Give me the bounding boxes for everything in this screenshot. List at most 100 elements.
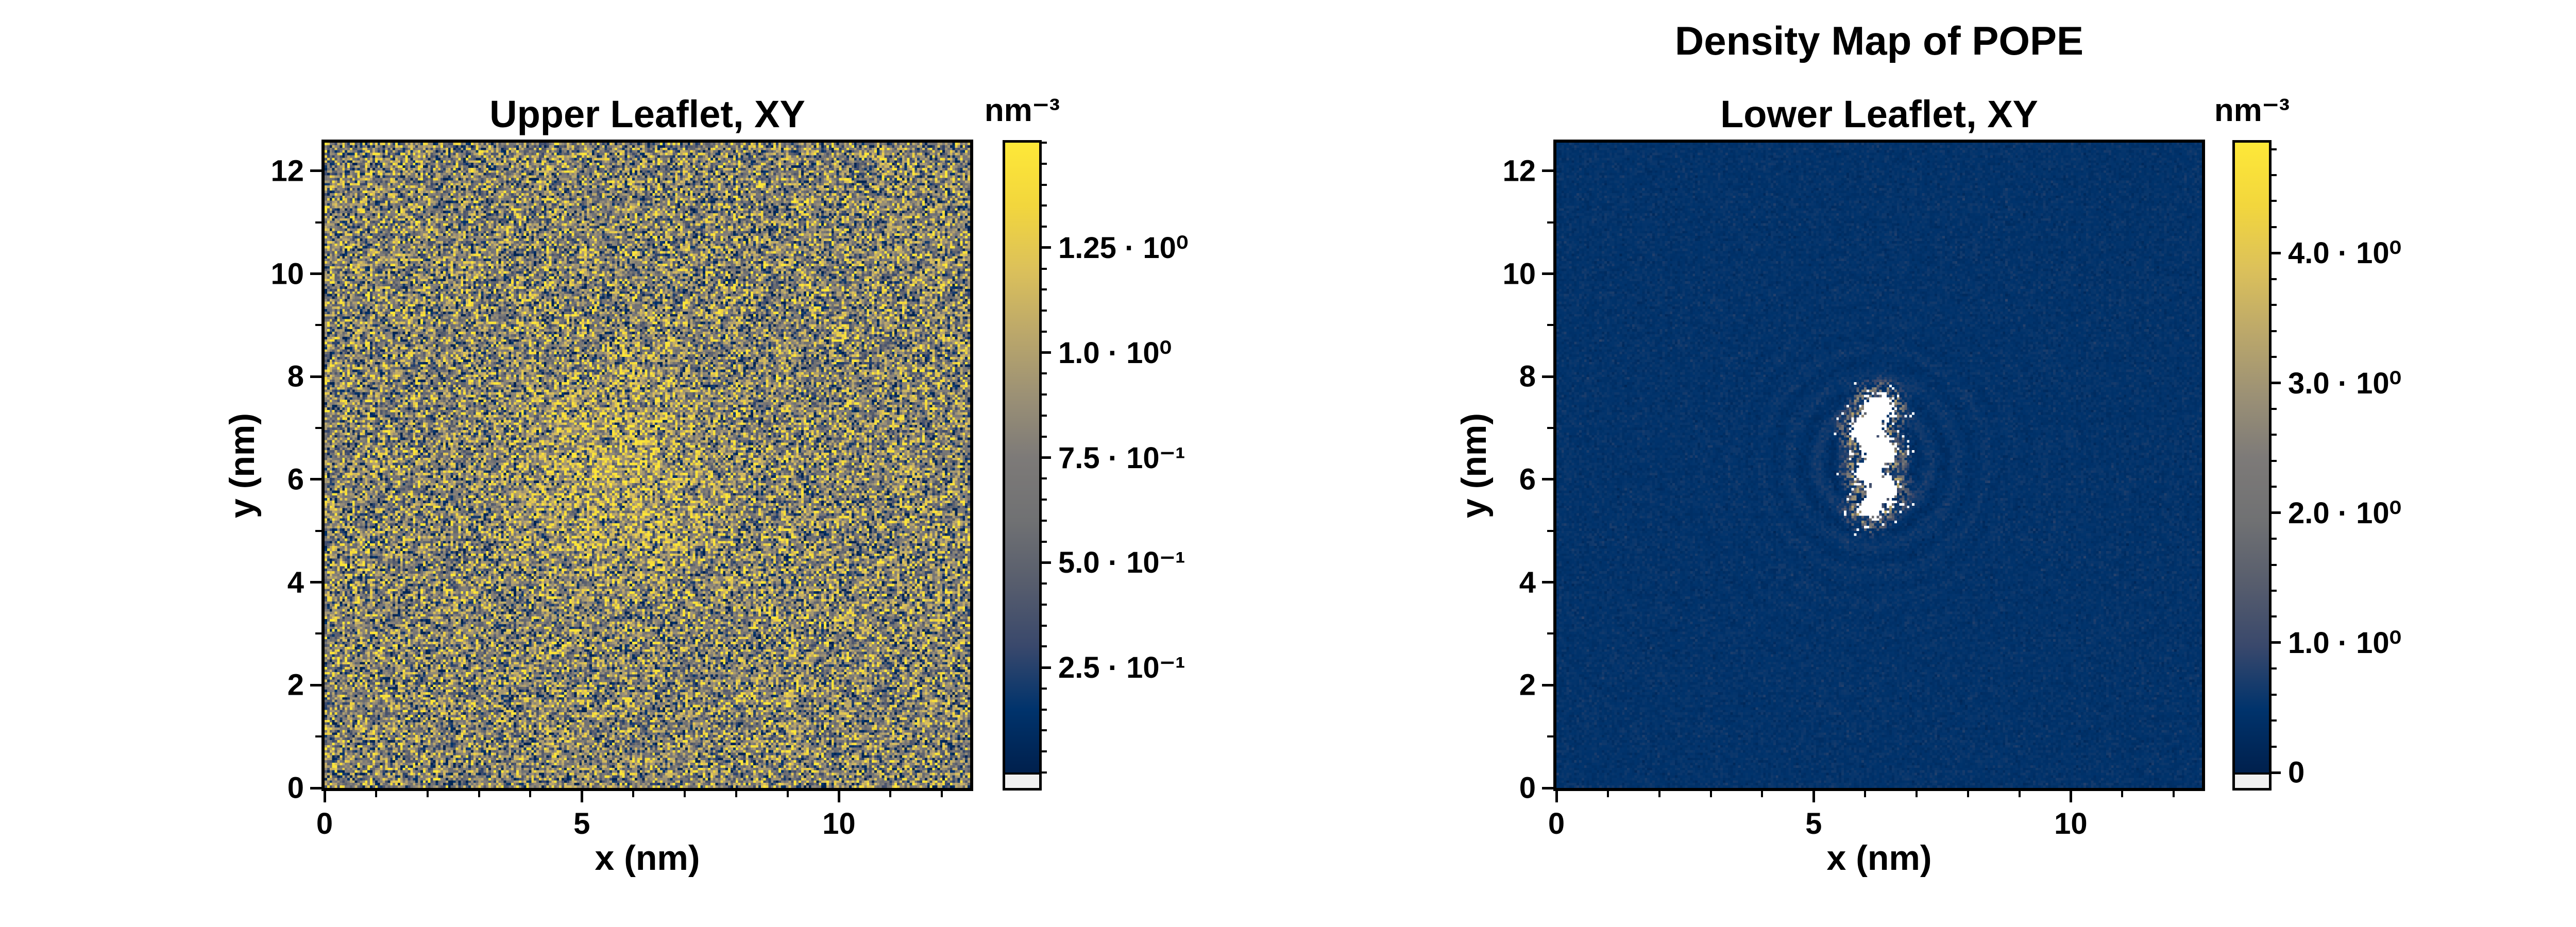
colorbar-tick-label: 0 (2288, 756, 2305, 789)
x-minor-tick (1606, 791, 1609, 797)
colorbar-under-swatch (1005, 772, 1039, 788)
colorbar-minor-tick (2272, 278, 2277, 280)
colorbar-minor-tick (1042, 519, 1047, 522)
x-tick (837, 791, 840, 802)
y-tick (1542, 478, 1553, 481)
heatmap-plot-upper-leaflet (321, 140, 973, 791)
colorbar-minor-tick (1042, 582, 1047, 585)
y-axis-label: y (nm) (1454, 413, 1494, 518)
x-tick-label: 10 (822, 807, 856, 840)
y-tick-label: 2 (287, 668, 304, 702)
colorbar-minor-tick (2272, 486, 2277, 488)
colorbar-minor-tick (2272, 356, 2277, 358)
x-tick-label: 0 (316, 807, 333, 840)
x-minor-tick (735, 791, 737, 797)
x-minor-tick (426, 791, 429, 797)
colorbar-minor-tick (1042, 477, 1047, 480)
y-tick-label: 0 (287, 771, 304, 805)
colorbar-tick-label: 1.0 · 10⁰ (2288, 626, 2401, 660)
x-minor-tick (1658, 791, 1660, 797)
colorbar-minor-tick (2272, 667, 2277, 670)
y-tick-label: 6 (287, 462, 304, 496)
y-minor-tick (1547, 735, 1553, 738)
colorbar-minor-tick (2272, 693, 2277, 696)
colorbar-minor-tick (1042, 645, 1047, 648)
colorbar-minor-tick (1042, 687, 1047, 690)
colorbar-tick (1042, 351, 1051, 354)
colorbar-minor-tick (1042, 499, 1047, 501)
colorbar-minor-tick (1042, 267, 1047, 270)
y-tick-label: 2 (1519, 668, 1536, 702)
colorbar-minor-tick (2272, 538, 2277, 540)
x-tick-label: 5 (573, 807, 590, 840)
plot-title-lower-leaflet: Lower Leaflet, XY (1720, 93, 2038, 135)
colorbar-gradient (2235, 143, 2269, 772)
colorbar-minor-tick (2272, 589, 2277, 592)
x-axis-label: x (nm) (1826, 838, 1932, 878)
y-tick-label: 4 (287, 565, 304, 599)
y-tick (310, 375, 321, 378)
x-minor-tick (529, 791, 532, 797)
colorbar-minor-tick (2272, 719, 2277, 722)
colorbar-minor-tick (2272, 434, 2277, 436)
x-minor-tick (1709, 791, 1712, 797)
y-tick (310, 272, 321, 276)
colorbar-minor-tick (2272, 563, 2277, 566)
y-tick-label: 12 (1502, 154, 1536, 188)
y-tick (1542, 683, 1553, 686)
colorbar-minor-tick (1042, 310, 1047, 312)
colorbar-minor-tick (1042, 603, 1047, 606)
colorbar-minor-tick (2272, 304, 2277, 306)
y-minor-tick (315, 427, 321, 430)
colorbar-under-swatch (2235, 772, 2269, 788)
colorbar-minor-tick (1042, 204, 1047, 207)
colorbar-minor-tick (2272, 200, 2277, 202)
heatmap-plot-lower-leaflet (1553, 140, 2205, 791)
y-tick (1542, 375, 1553, 378)
x-minor-tick (478, 791, 480, 797)
colorbar-tick (2272, 382, 2281, 384)
y-tick (310, 169, 321, 173)
y-minor-tick (1547, 427, 1553, 430)
x-minor-tick (889, 791, 892, 797)
colorbar-minor-tick (1042, 142, 1047, 144)
colorbar-tick (1042, 456, 1051, 459)
colorbar-tick (2272, 511, 2281, 514)
x-tick-label: 0 (1548, 807, 1565, 840)
colorbar-minor-tick (1042, 729, 1047, 732)
y-tick (310, 683, 321, 686)
y-minor-tick (1547, 221, 1553, 224)
x-minor-tick (1864, 791, 1867, 797)
x-axis-label: x (nm) (595, 838, 700, 878)
colorbar-tick-label: 1.25 · 10⁰ (1058, 231, 1189, 265)
colorbar-tick (1042, 246, 1051, 249)
x-minor-tick (683, 791, 686, 797)
y-minor-tick (315, 632, 321, 635)
x-minor-tick (2173, 791, 2175, 797)
colorbar-minor-tick (2272, 330, 2277, 332)
x-tick-label: 10 (2054, 807, 2088, 840)
colorbar-minor-tick (1042, 624, 1047, 627)
x-minor-tick (1915, 791, 1918, 797)
colorbar-minor-tick (1042, 750, 1047, 753)
y-tick-label: 10 (270, 257, 304, 291)
plot-title-upper-leaflet: Upper Leaflet, XY (489, 93, 805, 135)
x-minor-tick (2121, 791, 2124, 797)
colorbar-minor-tick (1042, 393, 1047, 396)
y-tick-label: 8 (1519, 359, 1536, 393)
colorbar-minor-tick (1042, 330, 1047, 333)
colorbar-tick-label: 2.0 · 10⁰ (2288, 496, 2401, 530)
x-minor-tick (941, 791, 943, 797)
x-tick (1812, 791, 1815, 802)
colorbar-tick-label: 5.0 · 10⁻¹ (1058, 546, 1185, 580)
y-tick (1542, 581, 1553, 584)
colorbar-tick-label: 2.5 · 10⁻¹ (1058, 651, 1185, 685)
x-tick-label: 5 (1805, 807, 1822, 840)
y-tick (310, 478, 321, 481)
colorbar-tick-label: 4.0 · 10⁰ (2288, 236, 2401, 270)
y-tick-label: 6 (1519, 462, 1536, 496)
x-minor-tick (2018, 791, 2021, 797)
colorbar-tick-label: 1.0 · 10⁰ (1058, 336, 1172, 370)
y-minor-tick (315, 529, 321, 532)
y-tick-label: 4 (1519, 565, 1536, 599)
